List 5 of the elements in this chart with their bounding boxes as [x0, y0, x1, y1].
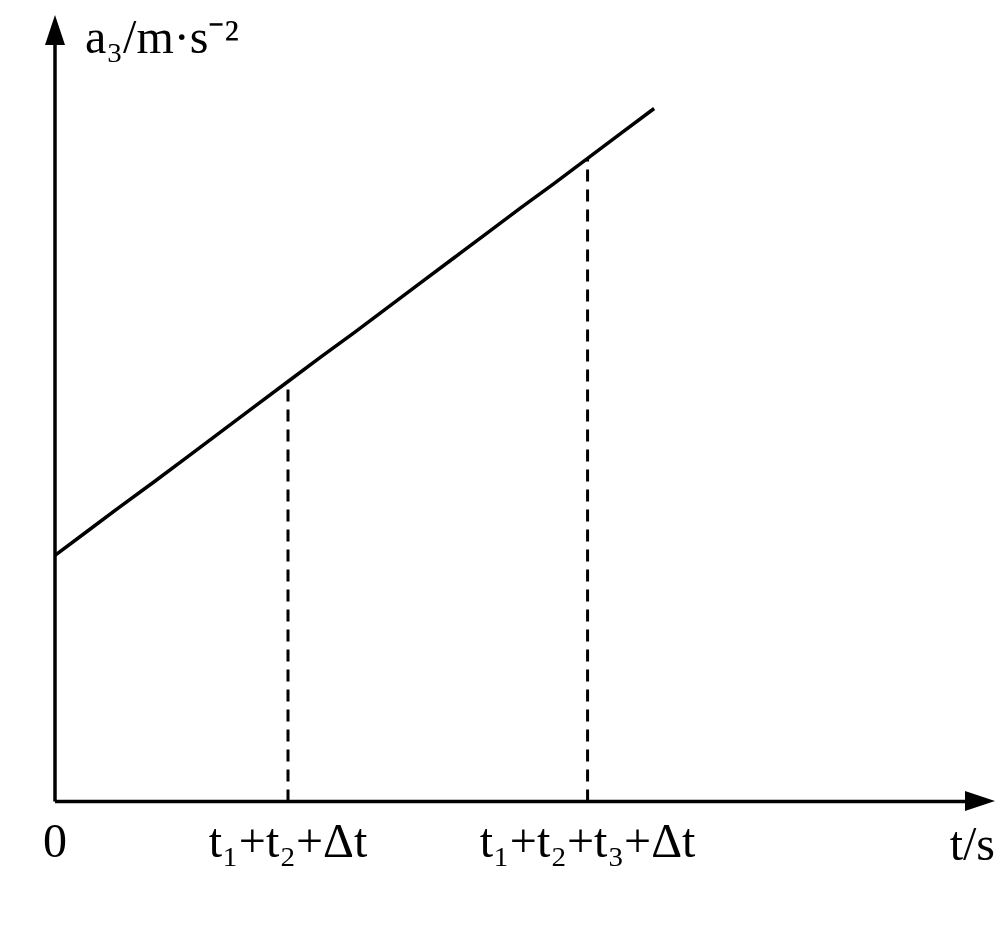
y-axis-title: a₃/m·s⁻²: [85, 9, 239, 63]
x-tick-label: 0: [43, 813, 67, 867]
x-tick-label: t₁+t₂+Δt: [208, 813, 368, 867]
x-axis-title: t/s: [949, 817, 995, 871]
x-tick-label: t₁+t₂+t₃+Δt: [479, 813, 697, 867]
